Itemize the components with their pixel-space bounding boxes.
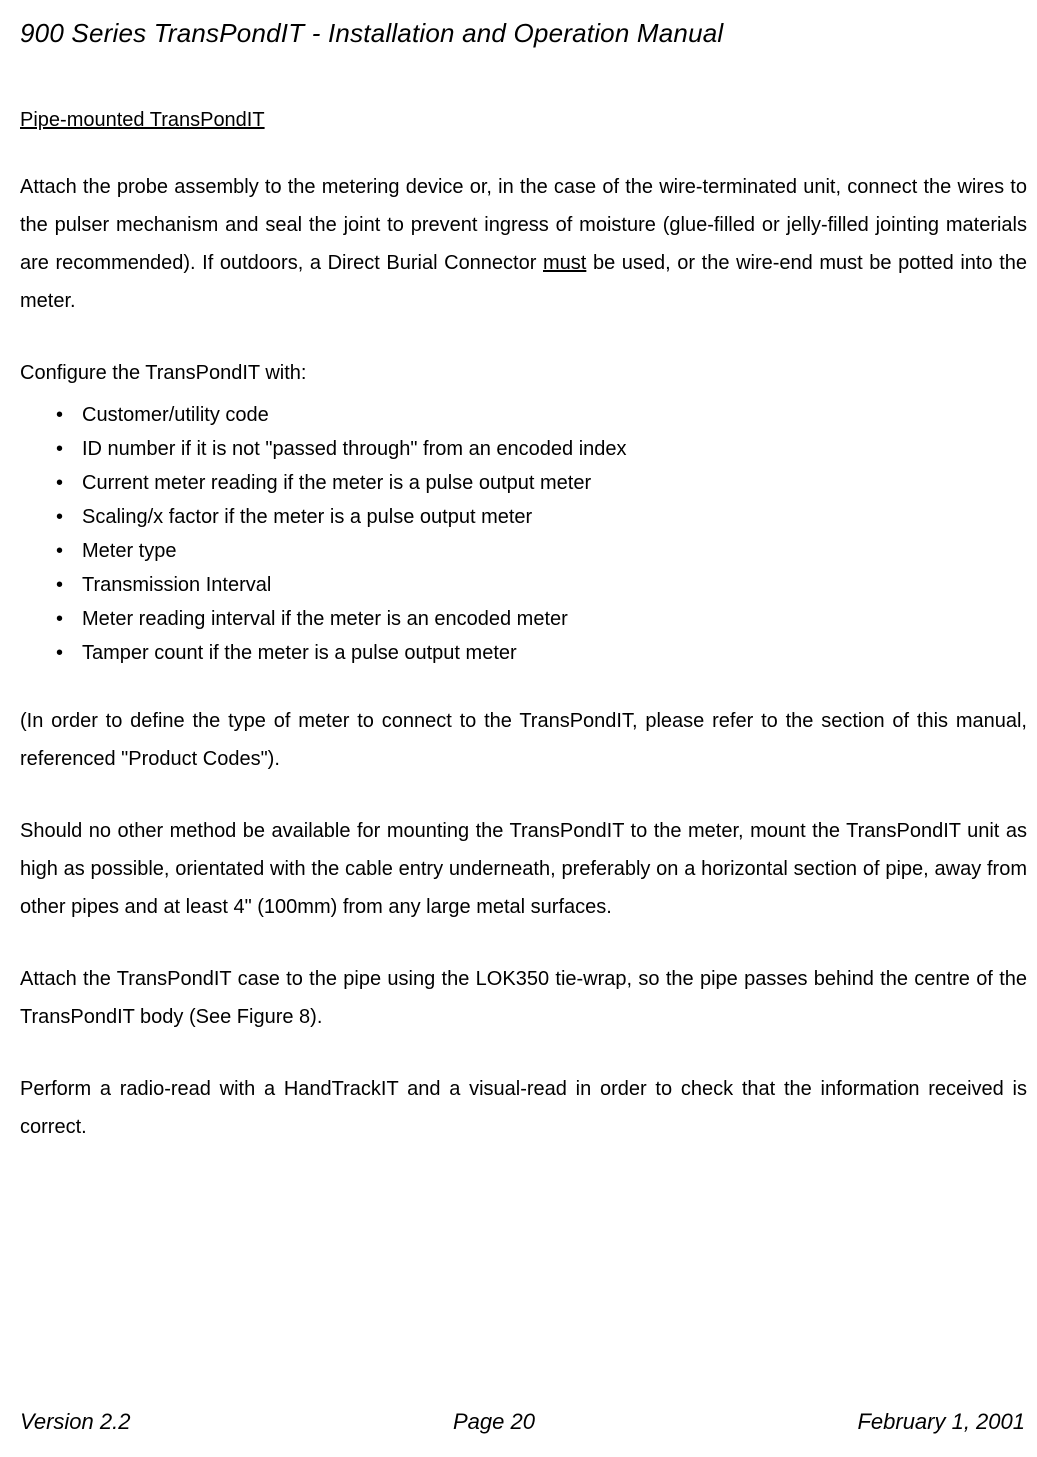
list-item: Meter reading interval if the meter is a…	[20, 602, 1027, 636]
list-item: ID number if it is not "passed through" …	[20, 432, 1027, 466]
list-item: Meter type	[20, 534, 1027, 568]
underlined-must: must	[543, 252, 586, 274]
configure-list: Customer/utility code ID number if it is…	[20, 398, 1027, 670]
section-heading: Pipe-mounted TransPondIT	[20, 109, 1027, 132]
list-item: Tamper count if the meter is a pulse out…	[20, 636, 1027, 670]
configure-intro: Configure the TransPondIT with:	[20, 354, 1027, 392]
paragraph-5: Perform a radio-read with a HandTrackIT …	[20, 1070, 1027, 1146]
paragraph-1: Attach the probe assembly to the meterin…	[20, 168, 1027, 320]
document-title: 900 Series TransPondIT - Installation an…	[20, 18, 1027, 49]
list-item: Scaling/x factor if the meter is a pulse…	[20, 500, 1027, 534]
paragraph-3: Should no other method be available for …	[20, 812, 1027, 926]
page-footer: Version 2.2 Page 20 February 1, 2001	[20, 1409, 1025, 1435]
footer-date: February 1, 2001	[857, 1409, 1025, 1435]
paragraph-2: (In order to define the type of meter to…	[20, 702, 1027, 778]
footer-version: Version 2.2	[20, 1409, 130, 1435]
list-item: Current meter reading if the meter is a …	[20, 466, 1027, 500]
paragraph-4: Attach the TransPondIT case to the pipe …	[20, 960, 1027, 1036]
list-item: Transmission Interval	[20, 568, 1027, 602]
footer-page: Page 20	[453, 1409, 535, 1435]
document-page: 900 Series TransPondIT - Installation an…	[0, 0, 1037, 1457]
list-item: Customer/utility code	[20, 398, 1027, 432]
